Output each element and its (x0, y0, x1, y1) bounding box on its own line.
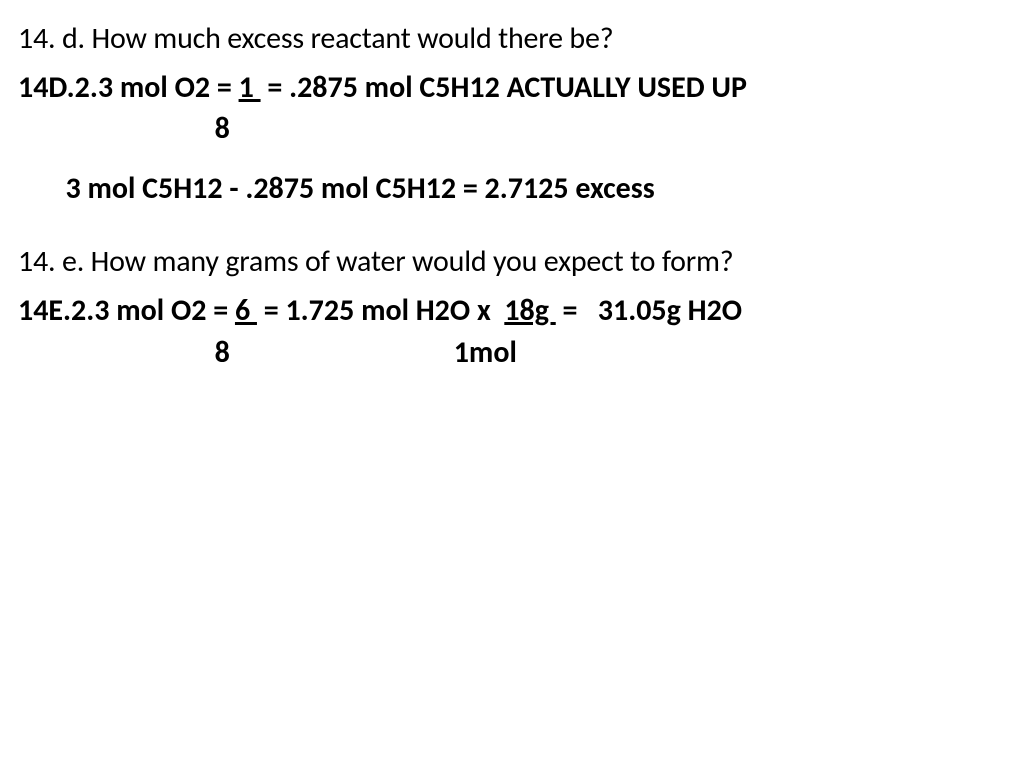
slide-content: 14. d. How much excess reactant would th… (0, 0, 1024, 393)
ans-e-l1-prefix: 14E.2.3 mol O2 = (18, 292, 235, 329)
ans-e-l1-frac1: 6 (235, 292, 257, 329)
ans-d-l1-frac-num: 1 (239, 69, 261, 106)
answer-14d-line1: 14D.2.3 mol O2 = 1 = .2875 mol C5H12 ACT… (18, 67, 1006, 108)
answer-14d: 14D.2.3 mol O2 = 1 = .2875 mol C5H12 ACT… (18, 67, 1006, 209)
answer-14d-line3: 3 mol C5H12 - .2875 mol C5H12 = 2.7125 e… (18, 168, 1006, 209)
answer-14d-line2: 8 (18, 108, 1006, 149)
ans-d-l1-mid: = .2875 mol C5H12 ACTUALLY USED UP (261, 69, 747, 106)
ans-e-l1-mid1: = 1.725 mol H2O x (257, 292, 504, 329)
ans-e-l1-mid2: = 31.05g H2O (556, 292, 742, 329)
answer-14e: 14E.2.3 mol O2 = 6 = 1.725 mol H2O x 18g… (18, 290, 1006, 373)
question-14d: 14. d. How much excess reactant would th… (18, 20, 1006, 57)
answer-14e-line2: 8 1mol (18, 332, 1006, 373)
ans-d-l1-prefix: 14D.2.3 mol O2 = (18, 69, 239, 106)
answer-14e-line1: 14E.2.3 mol O2 = 6 = 1.725 mol H2O x 18g… (18, 290, 1006, 331)
ans-e-l1-frac2: 18g (504, 292, 555, 329)
question-14e: 14. e. How many grams of water would you… (18, 243, 1006, 280)
